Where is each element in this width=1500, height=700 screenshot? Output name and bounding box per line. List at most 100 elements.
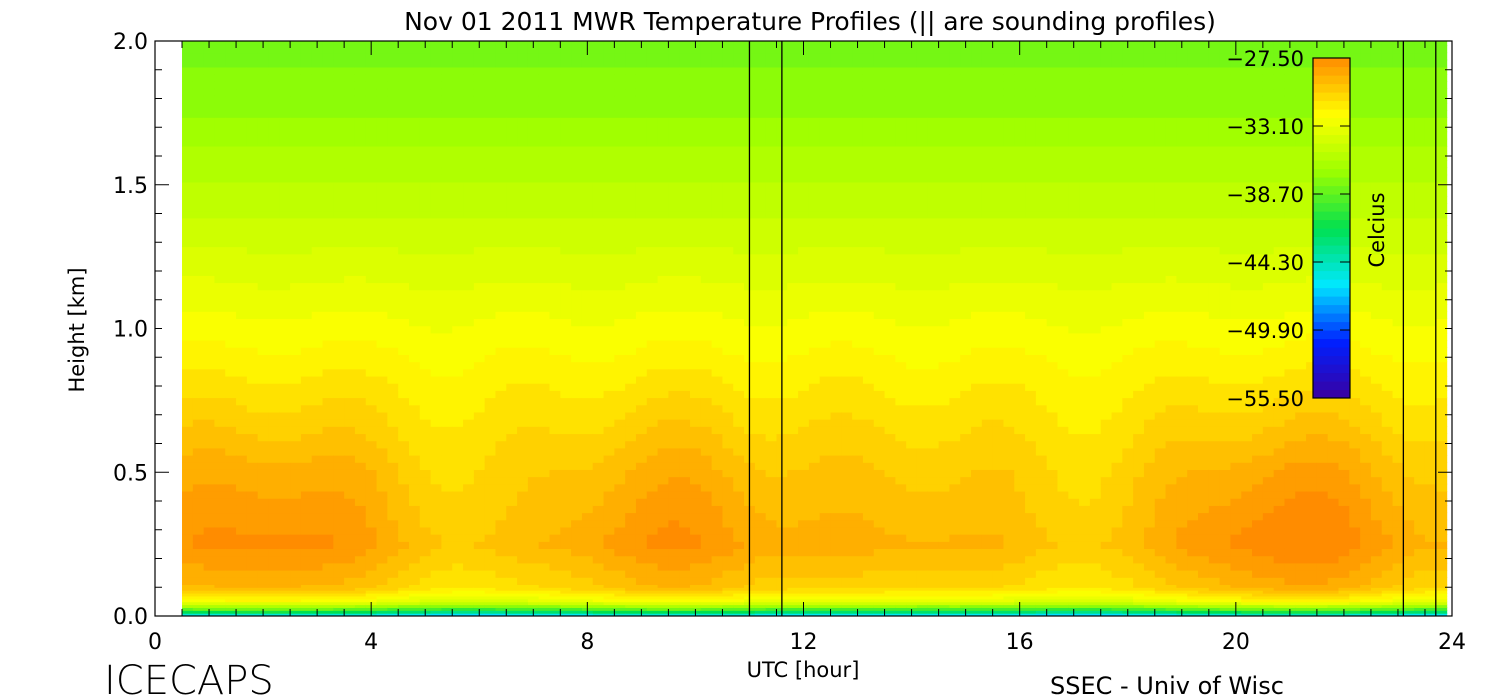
heatmap-cell xyxy=(182,593,194,597)
heatmap-cell xyxy=(430,246,443,255)
heatmap-cell xyxy=(484,145,497,154)
heatmap-cell xyxy=(798,426,810,435)
heatmap-cell xyxy=(387,411,399,420)
heatmap-cell xyxy=(679,577,691,585)
heatmap-cell xyxy=(354,268,367,276)
heatmap-cell xyxy=(560,138,572,147)
heatmap-cell xyxy=(214,483,226,492)
heatmap-cell xyxy=(322,613,334,616)
heatmap-cell xyxy=(495,88,507,97)
heatmap-cell xyxy=(711,167,724,176)
heatmap-cell xyxy=(690,347,702,355)
heatmap-cell xyxy=(668,490,680,499)
heatmap-cell xyxy=(603,490,615,499)
heatmap-cell xyxy=(700,260,713,269)
heatmap-cell xyxy=(236,505,248,514)
heatmap-cell xyxy=(549,610,561,614)
heatmap-cell xyxy=(203,131,216,140)
heatmap-cell xyxy=(517,304,529,312)
heatmap-cell xyxy=(246,476,259,485)
heatmap-cell xyxy=(203,519,216,528)
heatmap-cell xyxy=(754,433,767,442)
heatmap-cell xyxy=(419,260,432,269)
heatmap-cell xyxy=(333,217,345,226)
heatmap-cell xyxy=(246,604,259,608)
heatmap-cell xyxy=(311,490,324,499)
heatmap-cell xyxy=(625,490,637,499)
heatmap-cell xyxy=(668,462,680,470)
heatmap-cell xyxy=(225,390,237,399)
heatmap-cell xyxy=(690,383,702,391)
heatmap-cell xyxy=(311,95,324,104)
heatmap-cell xyxy=(527,397,540,406)
heatmap-cell xyxy=(192,541,205,550)
heatmap-cell xyxy=(711,196,724,205)
heatmap-cell xyxy=(182,601,194,606)
heatmap-cell xyxy=(754,607,767,611)
heatmap-cell xyxy=(236,52,248,61)
heatmap-cell xyxy=(679,440,691,449)
heatmap-cell xyxy=(333,361,345,370)
heatmap-cell xyxy=(711,562,724,571)
heatmap-cell xyxy=(657,318,669,327)
heatmap-cell xyxy=(473,598,486,603)
heatmap-cell xyxy=(625,318,637,327)
heatmap-cell xyxy=(711,607,724,611)
heatmap-cell xyxy=(765,570,778,578)
heatmap-cell xyxy=(387,138,399,147)
heatmap-cell xyxy=(463,613,475,616)
heatmap-cell xyxy=(495,534,507,542)
heatmap-cell xyxy=(290,498,302,506)
heatmap-cell xyxy=(668,593,680,597)
heatmap-cell xyxy=(463,153,475,161)
heatmap-cell xyxy=(538,483,551,492)
heatmap-cell xyxy=(473,498,486,506)
heatmap-cell xyxy=(322,498,334,506)
heatmap-cell xyxy=(246,332,259,341)
heatmap-cell xyxy=(214,433,226,442)
heatmap-cell xyxy=(538,368,551,377)
heatmap-cell xyxy=(635,368,648,377)
heatmap-cell xyxy=(517,318,529,327)
heatmap-cell xyxy=(754,325,767,334)
heatmap-cell xyxy=(571,88,583,97)
heatmap-cell xyxy=(646,419,659,427)
heatmap-cell xyxy=(365,570,378,578)
heatmap-cell xyxy=(279,548,291,557)
heatmap-cell xyxy=(268,81,280,90)
heatmap-cell xyxy=(236,476,248,485)
heatmap-cell xyxy=(603,325,615,334)
heatmap-cell xyxy=(635,526,648,535)
heatmap-cell xyxy=(603,289,615,298)
heatmap-cell xyxy=(279,361,291,370)
heatmap-cell xyxy=(733,153,745,161)
heatmap-cell xyxy=(430,282,443,291)
heatmap-cell xyxy=(517,426,529,435)
heatmap-cell xyxy=(625,354,637,363)
heatmap-cell xyxy=(441,311,453,320)
heatmap-cell xyxy=(365,534,378,542)
heatmap-cell xyxy=(517,447,529,456)
heatmap-cell xyxy=(365,232,378,240)
heatmap-cell xyxy=(592,541,605,550)
heatmap-cell xyxy=(192,239,205,248)
heatmap-cell xyxy=(182,282,194,291)
heatmap-cell xyxy=(441,45,453,54)
heatmap-cell xyxy=(419,217,432,226)
heatmap-cell xyxy=(376,613,388,616)
heatmap-cell xyxy=(571,74,583,82)
heatmap-cell xyxy=(430,462,443,470)
heatmap-cell xyxy=(581,340,594,348)
heatmap-cell xyxy=(765,52,778,61)
heatmap-cell xyxy=(430,426,443,435)
heatmap-cell xyxy=(268,304,280,312)
heatmap-cell xyxy=(182,260,194,269)
heatmap-cell xyxy=(344,361,356,370)
heatmap-cell xyxy=(279,604,291,608)
heatmap-cell xyxy=(733,490,745,499)
heatmap-cell xyxy=(344,613,356,616)
heatmap-cell xyxy=(733,469,745,478)
heatmap-cell xyxy=(300,411,313,420)
heatmap-cell xyxy=(668,88,680,97)
heatmap-cell xyxy=(192,153,205,161)
